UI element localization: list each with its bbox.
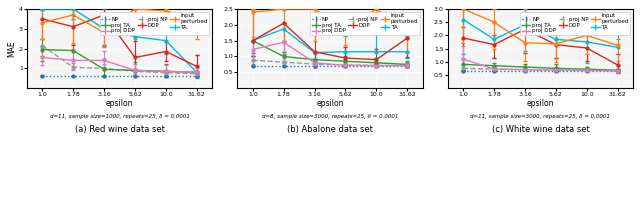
Legend: NP, proj TA, proj DDP, proj NP, DDP, input
perturbed, TA: NP, proj TA, proj DDP, proj NP, DDP, inp…: [520, 12, 630, 35]
Legend: NP, proj TA, proj DDP, proj NP, DDP, input
perturbed, TA: NP, proj TA, proj DDP, proj NP, DDP, inp…: [99, 12, 209, 35]
X-axis label: epsilon: epsilon: [106, 99, 133, 108]
Text: d=11, sample size=3000, repeats=25, δ = 0.0001: d=11, sample size=3000, repeats=25, δ = …: [470, 113, 611, 119]
Text: (a) Red wine data set: (a) Red wine data set: [75, 125, 164, 134]
Text: d=11, sample size=1000, repeats=25, δ = 0.0001: d=11, sample size=1000, repeats=25, δ = …: [49, 113, 189, 119]
X-axis label: epsilon: epsilon: [316, 99, 344, 108]
Text: (c) White wine data set: (c) White wine data set: [492, 125, 589, 134]
Text: d=8, sample size=3000, repeats=25, δ = 0.0001: d=8, sample size=3000, repeats=25, δ = 0…: [262, 113, 398, 119]
Y-axis label: MAE: MAE: [7, 40, 16, 57]
Legend: NP, proj TA, proj DDP, proj NP, DDP, input
perturbed, TA: NP, proj TA, proj DDP, proj NP, DDP, inp…: [310, 12, 420, 35]
X-axis label: epsilon: epsilon: [527, 99, 554, 108]
Text: (b) Abalone data set: (b) Abalone data set: [287, 125, 373, 134]
